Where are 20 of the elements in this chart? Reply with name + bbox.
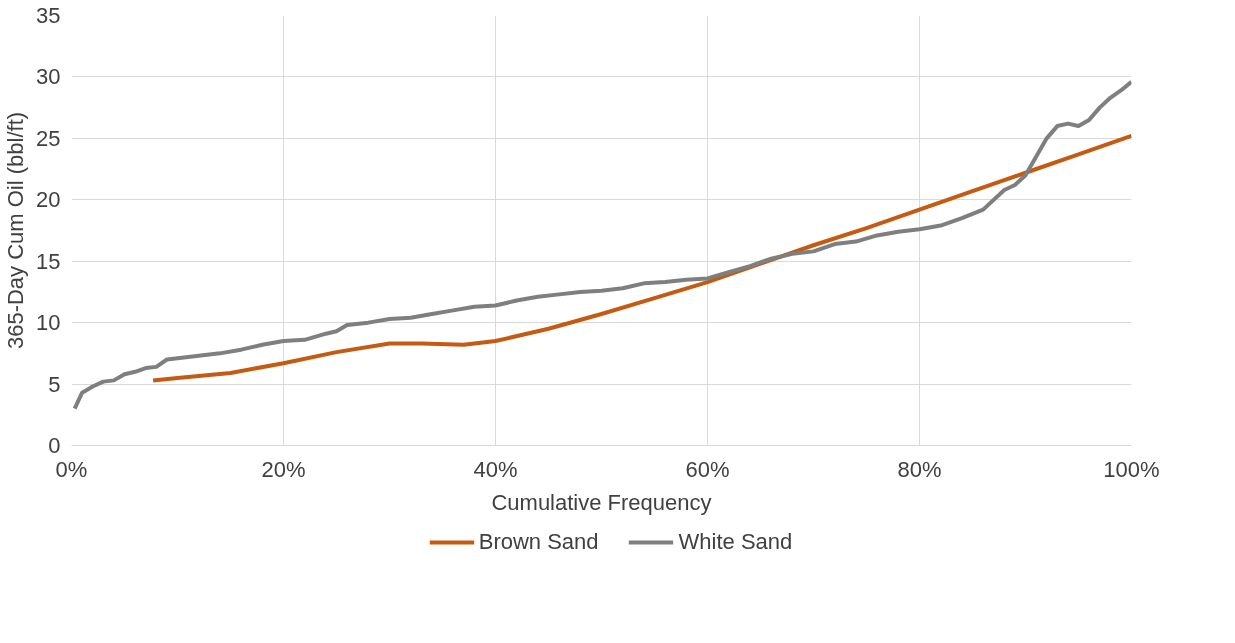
x-tick-label: 40% xyxy=(473,456,518,482)
y-tick-label: 15 xyxy=(36,248,61,274)
x-tick-label: 60% xyxy=(685,456,730,482)
line-series xyxy=(151,133,1132,383)
x-axis-title: Cumulative Frequency xyxy=(491,489,712,515)
line-series xyxy=(72,79,1132,411)
y-tick-label: 5 xyxy=(48,371,61,397)
x-tick-label: 0% xyxy=(55,456,88,482)
x-tick-label: 100% xyxy=(1103,456,1160,482)
y-tick-label: 10 xyxy=(36,310,61,336)
y-tick-label: 20 xyxy=(36,187,61,213)
y-axis-title: 365-Day Cum Oil (bbl/ft) xyxy=(3,111,29,350)
legend-label: White Sand xyxy=(678,529,793,555)
y-tick-label: 30 xyxy=(36,64,61,90)
y-tick-label: 35 xyxy=(36,3,61,28)
x-tick-label: 20% xyxy=(261,456,306,482)
x-tick-label: 80% xyxy=(897,456,942,482)
y-tick-label: 0 xyxy=(48,433,61,458)
legend-label: Brown Sand xyxy=(478,529,599,555)
y-tick-label: 25 xyxy=(36,125,61,151)
